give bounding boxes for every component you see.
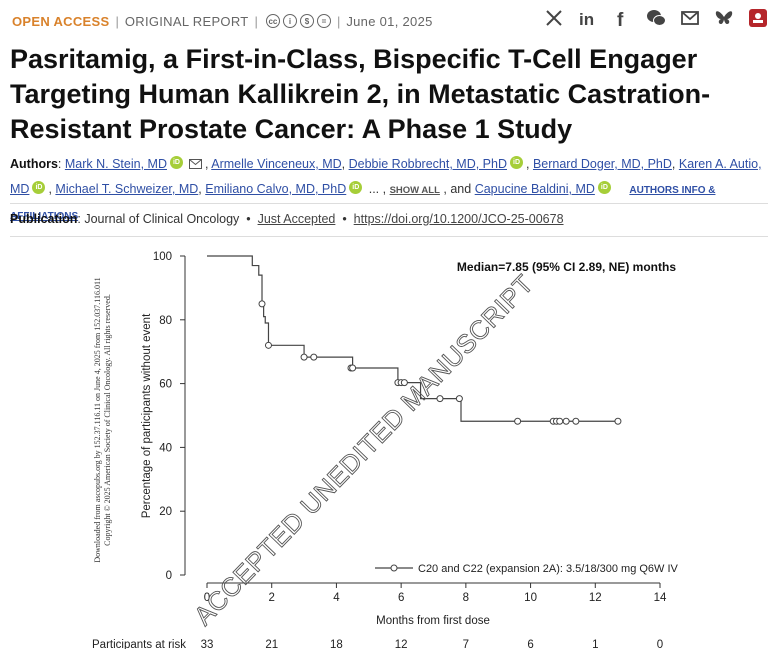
x-tick-label: 2: [269, 592, 275, 604]
x-tick-label: 10: [524, 592, 537, 604]
censor-mark: [614, 417, 622, 425]
publish-date: June 01, 2025: [346, 13, 433, 29]
divider: |: [115, 13, 119, 29]
divider: [10, 236, 768, 237]
author-link[interactable]: Armelle Vinceneux, MD: [211, 157, 342, 171]
median-annotation: Median=7.85 (95% CI 2.89, NE) months: [457, 260, 676, 274]
divider: |: [336, 13, 341, 29]
censor-mark: [562, 417, 570, 425]
article-title: Pasritamig, a First-in-Class, Bispecific…: [10, 44, 711, 144]
bluesky-icon[interactable]: [714, 8, 734, 28]
author-link[interactable]: Bernard Doger, MD, PhD: [532, 157, 672, 171]
facebook-icon[interactable]: f: [612, 8, 632, 28]
article-meta-bar: OPEN ACCESS | ORIGINAL REPORT | cc i $ =…: [12, 10, 766, 32]
survival-curve: [207, 255, 618, 422]
open-access-badge: OPEN ACCESS: [12, 13, 110, 29]
license-icons[interactable]: cc i $ =: [265, 14, 331, 28]
author-link[interactable]: Mark N. Stein, MD: [64, 157, 167, 171]
show-all-authors-button[interactable]: SHOW ALL: [389, 185, 440, 196]
legend-label: C20 and C22 (expansion 2A): 3.5/18/300 m…: [418, 563, 679, 575]
x-tick-label: 8: [463, 592, 469, 604]
divider: [10, 203, 768, 204]
authors-ellipsis: ... ,: [368, 182, 387, 196]
side-note-download: Downloaded from ascopubs.org by 152.37.1…: [93, 277, 102, 562]
mail-icon[interactable]: [188, 159, 202, 169]
risk-table-label: Participants at risk: [92, 639, 186, 649]
orcid-icon[interactable]: iD: [597, 181, 611, 194]
wechat-icon[interactable]: [646, 8, 666, 28]
risk-table-value: 12: [395, 639, 408, 649]
status-link[interactable]: Just Accepted: [257, 212, 336, 226]
risk-table-value: 21: [265, 639, 278, 649]
censor-mark: [349, 364, 357, 372]
watermark: ACCEPTED UNEDITED MANUSCRIPT: [188, 269, 539, 631]
risk-table-value: 6: [527, 639, 533, 649]
risk-table-value: 18: [330, 639, 343, 649]
author-link[interactable]: Emiliano Calvo, MD, PhD: [205, 182, 347, 196]
author-link[interactable]: Capucine Baldini, MD: [474, 182, 595, 196]
y-tick-label: 100: [153, 251, 172, 263]
orcid-icon[interactable]: iD: [349, 181, 363, 194]
y-tick-label: 0: [166, 570, 172, 582]
y-tick-label: 80: [159, 315, 172, 327]
censor-mark: [300, 353, 308, 361]
author-link[interactable]: Debbie Robbrecht, MD, PhD: [348, 157, 507, 171]
mendeley-icon[interactable]: [748, 8, 768, 28]
author-link[interactable]: Karen A. Autio, MD: [10, 157, 762, 196]
authors-and: , and: [443, 182, 472, 196]
share-bar: in f: [544, 8, 768, 28]
svg-text:f: f: [617, 10, 624, 28]
y-axis-label: Percentage of participants without event: [141, 313, 153, 518]
x-tick-label: 0: [204, 592, 210, 604]
x-tick-label: 4: [333, 592, 340, 604]
svg-text:in: in: [579, 10, 594, 28]
censor-mark: [258, 300, 266, 308]
authors-list: Authors: Mark N. Stein, MD iD, Armelle Vi…: [10, 156, 762, 222]
legend-marker: [390, 564, 398, 572]
x-icon[interactable]: [544, 8, 564, 28]
nc-icon: $: [299, 14, 314, 28]
cc-icon: cc: [265, 14, 280, 28]
risk-table-value: 33: [201, 639, 214, 649]
authors-info-link[interactable]: AUTHORS INFO & AFFILIATIONS: [10, 185, 716, 222]
censor-mark: [514, 417, 522, 425]
y-tick-label: 60: [159, 379, 172, 391]
risk-table-value: 7: [463, 639, 469, 649]
censor-mark: [455, 395, 463, 403]
side-note-copyright: Copyright © 2025 American Society of Cli…: [103, 294, 112, 546]
y-tick-label: 20: [159, 506, 172, 518]
censor-mark: [310, 353, 318, 361]
y-tick-label: 40: [159, 442, 172, 454]
censor-mark: [572, 417, 580, 425]
publication-label: Publication: [10, 212, 78, 226]
risk-table-value: 0: [657, 639, 663, 649]
authors-label: Authors: [10, 157, 58, 171]
censor-mark: [264, 341, 272, 349]
divider: |: [254, 13, 258, 29]
x-tick-label: 6: [398, 592, 404, 604]
risk-table-value: 1: [592, 639, 598, 649]
censor-mark: [556, 417, 564, 425]
censor-mark: [400, 379, 408, 387]
orcid-icon[interactable]: iD: [510, 156, 523, 169]
doi-link[interactable]: https://doi.org/10.1200/JCO-25-00678: [353, 212, 564, 226]
x-axis-label: Months from first dose: [376, 615, 490, 627]
x-tick-label: 12: [589, 592, 602, 604]
nd-icon: =: [316, 14, 331, 28]
orcid-icon[interactable]: iD: [32, 181, 46, 194]
censor-mark: [436, 395, 444, 403]
by-icon: i: [282, 14, 297, 28]
email-icon[interactable]: [680, 8, 700, 28]
journal-name: Journal of Clinical Oncology: [84, 212, 240, 226]
x-tick-label: 14: [654, 592, 667, 604]
orcid-icon[interactable]: iD: [169, 156, 183, 169]
linkedin-icon[interactable]: in: [578, 8, 598, 28]
report-type: ORIGINAL REPORT: [124, 13, 249, 29]
author-link[interactable]: Michael T. Schweizer, MD: [55, 182, 199, 196]
publication-line: Publication: Journal of Clinical Oncolog…: [10, 212, 564, 226]
